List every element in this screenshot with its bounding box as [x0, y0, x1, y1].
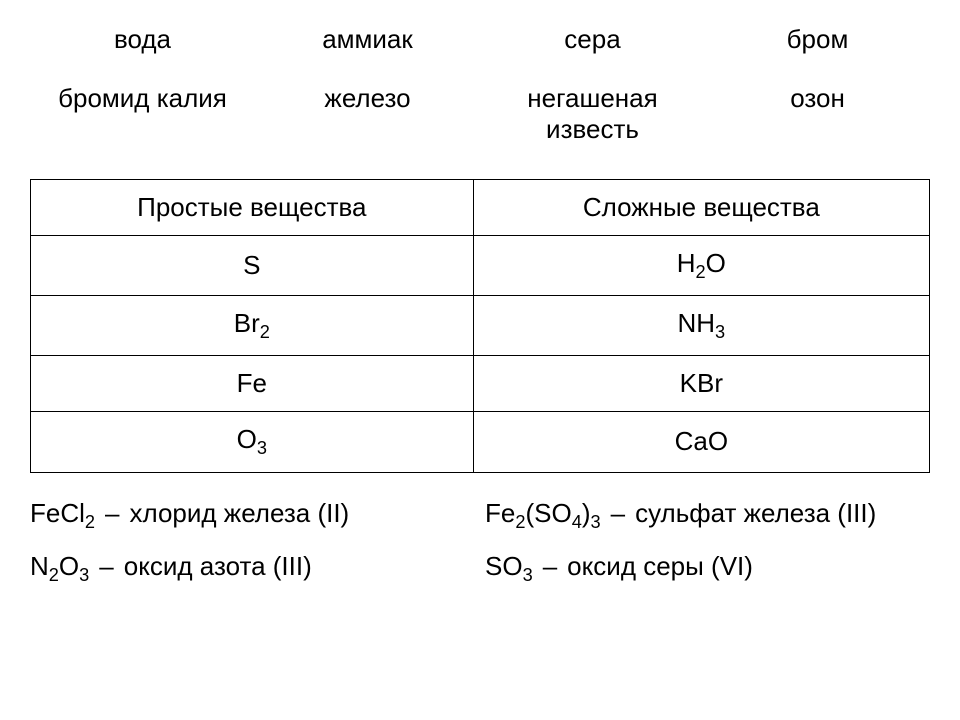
- dash: –: [105, 498, 119, 529]
- formula-name: сульфат железа (III): [635, 498, 876, 529]
- cell-simple: Fe: [31, 356, 474, 412]
- formula-symbol: FeCl2: [30, 498, 95, 533]
- table-row: Br2 NH3: [31, 296, 930, 356]
- formula-symbol: N2O3: [30, 551, 89, 586]
- formula-name: оксид серы (VI): [567, 551, 753, 582]
- dash: –: [99, 551, 113, 582]
- formula-name: оксид азота (III): [124, 551, 312, 582]
- word-item: железо: [255, 79, 480, 149]
- word-item: озон: [705, 79, 930, 149]
- formula-item: FeCl2 – хлорид железа (II): [30, 498, 475, 533]
- cell-complex: CaO: [473, 412, 929, 472]
- cell-complex: H2O: [473, 236, 929, 296]
- word-item: бромид калия: [30, 79, 255, 149]
- word-item: вода: [30, 20, 255, 59]
- table-row: Fe KBr: [31, 356, 930, 412]
- word-item: аммиак: [255, 20, 480, 59]
- formula-symbol: Fe2(SO4)3: [485, 498, 601, 533]
- formula-name: хлорид железа (II): [130, 498, 350, 529]
- word-item: бром: [705, 20, 930, 59]
- formula-list: FeCl2 – хлорид железа (II) Fe2(SO4)3 – с…: [30, 498, 930, 586]
- formula-item: Fe2(SO4)3 – сульфат железа (III): [485, 498, 930, 533]
- dash: –: [543, 551, 557, 582]
- cell-simple: S: [31, 236, 474, 296]
- substances-table: Простые вещества Сложные вещества S H2O …: [30, 179, 930, 473]
- dash: –: [611, 498, 625, 529]
- cell-complex: KBr: [473, 356, 929, 412]
- col-header-complex: Сложные вещества: [473, 180, 929, 236]
- formula-symbol: SO3: [485, 551, 533, 586]
- word-item: сера: [480, 20, 705, 59]
- cell-complex: NH3: [473, 296, 929, 356]
- formula-item: SO3 – оксид серы (VI): [485, 551, 930, 586]
- cell-simple: O3: [31, 412, 474, 472]
- word-item: негашеная известь: [480, 79, 705, 149]
- col-header-simple: Простые вещества: [31, 180, 474, 236]
- word-bank: вода аммиак сера бром бромид калия желез…: [30, 20, 930, 149]
- cell-simple: Br2: [31, 296, 474, 356]
- table-row: S H2O: [31, 236, 930, 296]
- formula-item: N2O3 – оксид азота (III): [30, 551, 475, 586]
- table-row: O3 CaO: [31, 412, 930, 472]
